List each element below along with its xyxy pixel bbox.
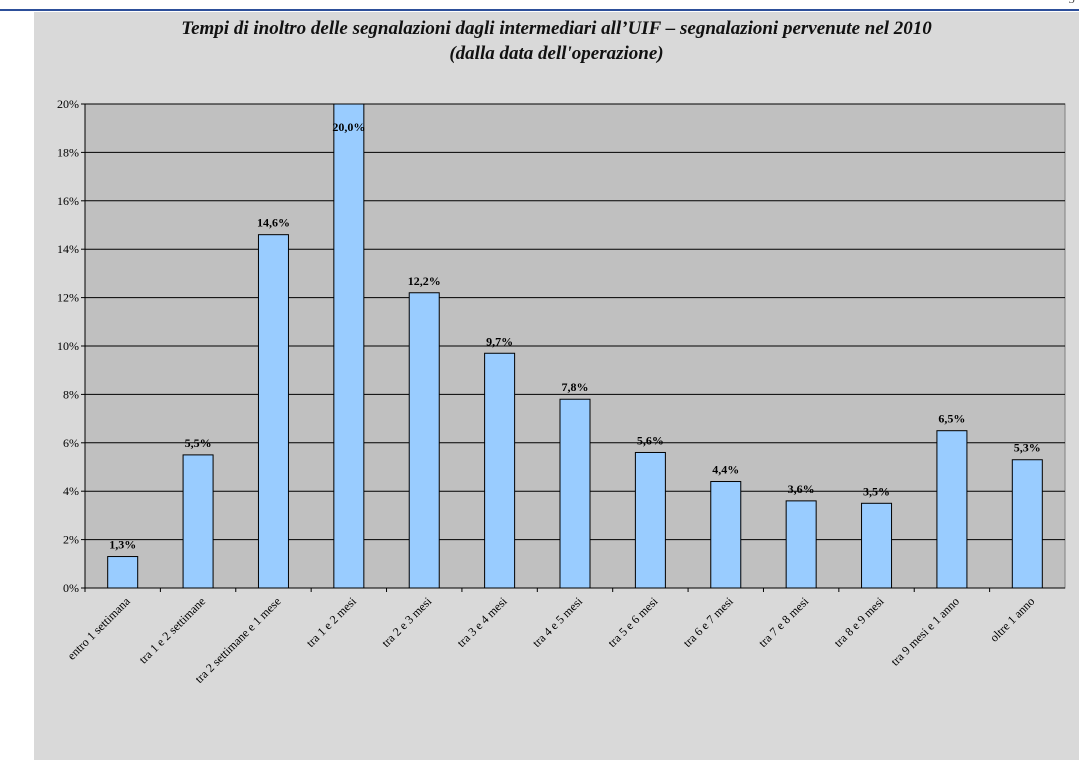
chart-title-block: Tempi di inoltro delle segnalazioni dagl… bbox=[34, 16, 1079, 66]
y-tick-label: 2% bbox=[63, 533, 79, 547]
x-tick-label: tra 5 e 6 mesi bbox=[605, 594, 661, 650]
x-tick-label: oltre 1 anno bbox=[987, 594, 1037, 644]
x-tick-label: tra 3 e 4 mesi bbox=[454, 594, 510, 650]
y-tick-label: 10% bbox=[57, 339, 79, 353]
x-tick-label: tra 8 e 9 mesi bbox=[831, 594, 887, 650]
data-label: 6,5% bbox=[938, 412, 965, 426]
x-tick-label: tra 1 e 2 settimane bbox=[136, 594, 208, 666]
bar bbox=[1011, 459, 1043, 589]
data-label: 5,5% bbox=[185, 436, 212, 450]
x-tick-label: tra 4 e 5 mesi bbox=[530, 594, 586, 650]
data-label: 3,6% bbox=[788, 482, 815, 496]
data-label: 3,5% bbox=[863, 484, 890, 498]
data-label: 20,0% bbox=[332, 120, 365, 134]
x-tick-label: entro 1 settimana bbox=[64, 594, 133, 663]
page-number: 5 bbox=[1069, 0, 1075, 7]
chart-subtitle: (dalla data dell'operazione) bbox=[449, 43, 664, 64]
bar bbox=[107, 556, 139, 589]
bar bbox=[182, 454, 214, 589]
y-tick-label: 16% bbox=[57, 194, 79, 208]
y-tick-label: 4% bbox=[63, 484, 79, 498]
bar bbox=[333, 103, 365, 589]
x-tick-label: tra 6 e 7 mesi bbox=[680, 594, 736, 650]
y-tick-label: 6% bbox=[63, 436, 79, 450]
bar bbox=[257, 234, 289, 589]
data-label: 12,2% bbox=[408, 274, 441, 288]
bar bbox=[408, 292, 440, 589]
chart-title: Tempi di inoltro delle segnalazioni dagl… bbox=[181, 18, 932, 39]
y-tick-label: 12% bbox=[57, 291, 79, 305]
y-tick-label: 0% bbox=[63, 581, 79, 595]
x-tick-label: tra 9 mesi e 1 anno bbox=[888, 594, 962, 668]
x-tick-label: tra 7 e 8 mesi bbox=[756, 594, 812, 650]
x-tick-label: tra 2 e 3 mesi bbox=[379, 594, 435, 650]
x-tick-label: tra 1 e 2 mesi bbox=[303, 594, 359, 650]
y-tick-label: 14% bbox=[57, 242, 79, 256]
data-label: 14,6% bbox=[257, 216, 290, 230]
bar bbox=[559, 398, 591, 589]
header-rule bbox=[0, 9, 1079, 11]
y-tick-label: 18% bbox=[57, 145, 79, 159]
bar bbox=[785, 500, 817, 589]
bar bbox=[861, 502, 893, 589]
y-tick-label: 8% bbox=[63, 387, 79, 401]
data-label: 5,6% bbox=[637, 433, 664, 447]
data-label: 4,4% bbox=[712, 463, 739, 477]
bar bbox=[484, 352, 516, 589]
data-label: 1,3% bbox=[109, 538, 136, 552]
bar bbox=[710, 481, 742, 589]
data-label: 5,3% bbox=[1014, 441, 1041, 455]
y-tick-label: 20% bbox=[57, 97, 79, 111]
data-label: 9,7% bbox=[486, 334, 513, 348]
x-tick-label: tra 2 settimane e 1 mese bbox=[192, 594, 284, 686]
data-label: 7,8% bbox=[562, 380, 589, 394]
bar bbox=[634, 451, 666, 589]
bar bbox=[936, 430, 968, 589]
